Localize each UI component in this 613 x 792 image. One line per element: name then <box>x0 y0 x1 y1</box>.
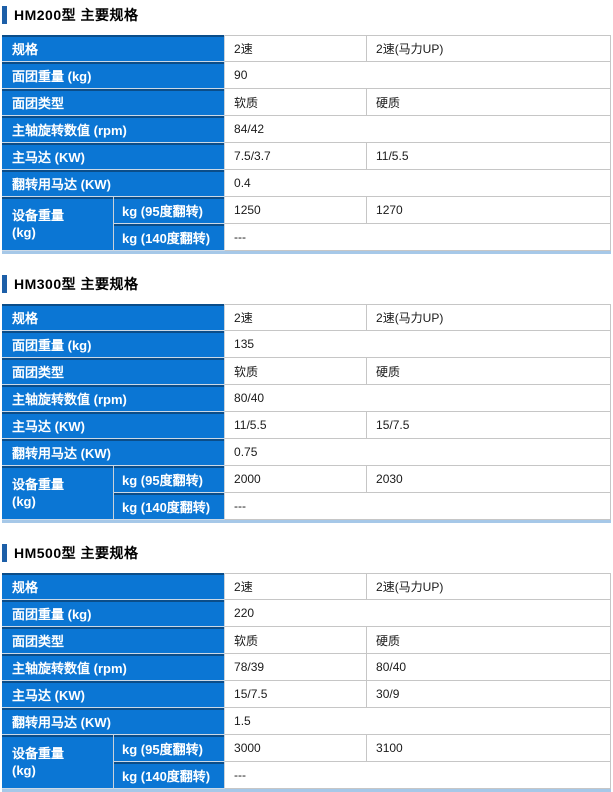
cell-dough-type-soft: 软质 <box>225 89 368 116</box>
section-title: HM200型 主要规格 <box>2 6 611 24</box>
row-label-equipment-weight: 设备重量 (kg) <box>2 466 114 520</box>
cell-spec-2speed: 2速 <box>225 304 368 331</box>
cell-dough-type-hard: 硬质 <box>367 627 612 654</box>
title-accent-bar <box>2 275 7 293</box>
equipment-weight-line1: 设备重量 <box>12 476 65 492</box>
hm300-spec-table: 规格 2速 2速(马力UP) 面团重量 (kg) 135 面团类型 软质 硬质 … <box>2 304 612 523</box>
cell-spindle-rpm-up: 80/40 <box>367 654 612 681</box>
title-accent-bar <box>2 6 7 24</box>
cell-weight-140: --- <box>225 762 612 789</box>
section-title: HM300型 主要规格 <box>2 275 611 293</box>
cell-dough-type-soft: 软质 <box>225 358 368 385</box>
cell-main-motor-std: 11/5.5 <box>225 412 368 439</box>
cell-spindle-rpm: 80/40 <box>225 385 612 412</box>
hm500-spec-table: 规格 2速 2速(马力UP) 面团重量 (kg) 220 面团类型 软质 硬质 … <box>2 573 612 792</box>
cell-weight-95-std: 3000 <box>225 735 368 762</box>
cell-main-motor-up: 11/5.5 <box>367 143 612 170</box>
cell-main-motor-std: 7.5/3.7 <box>225 143 368 170</box>
row-label-weight-140: kg (140度翻转) <box>114 224 226 251</box>
row-label-weight-140: kg (140度翻转) <box>114 762 226 789</box>
row-label-dough-type: 面团类型 <box>2 358 226 385</box>
cell-weight-95-up: 2030 <box>367 466 612 493</box>
row-label-spec: 规格 <box>2 35 226 62</box>
cell-weight-95-std: 1250 <box>225 197 368 224</box>
row-label-equipment-weight: 设备重量 (kg) <box>2 197 114 251</box>
hm200-spec-table: 规格 2速 2速(马力UP) 面团重量 (kg) 90 面团类型 软质 硬质 主… <box>2 35 612 254</box>
cell-dough-type-hard: 硬质 <box>367 358 612 385</box>
row-label-dough-type: 面团类型 <box>2 89 226 116</box>
row-label-tilt-motor: 翻转用马达 (KW) <box>2 439 226 466</box>
equipment-weight-line2: (kg) <box>12 493 36 509</box>
section-hm500: HM500型 主要规格 规格 2速 2速(马力UP) 面团重量 (kg) 220… <box>0 544 613 792</box>
row-label-spindle-rpm: 主轴旋转数值 (rpm) <box>2 385 226 412</box>
cell-spec-2speed: 2速 <box>225 35 368 62</box>
row-label-weight-140: kg (140度翻转) <box>114 493 226 520</box>
equipment-weight-line1: 设备重量 <box>12 207 65 223</box>
cell-spec-2speed: 2速 <box>225 573 368 600</box>
row-label-dough-weight: 面团重量 (kg) <box>2 62 226 89</box>
equipment-weight-line2: (kg) <box>12 762 36 778</box>
cell-dough-weight: 135 <box>225 331 612 358</box>
row-label-weight-95: kg (95度翻转) <box>114 197 226 224</box>
row-label-spec: 规格 <box>2 304 226 331</box>
cell-weight-95-std: 2000 <box>225 466 368 493</box>
cell-weight-140: --- <box>225 224 612 251</box>
section-title: HM500型 主要规格 <box>2 544 611 562</box>
row-label-main-motor: 主马达 (KW) <box>2 412 226 439</box>
row-label-main-motor: 主马达 (KW) <box>2 681 226 708</box>
row-label-tilt-motor: 翻转用马达 (KW) <box>2 708 226 735</box>
row-label-equipment-weight: 设备重量 (kg) <box>2 735 114 789</box>
cell-tilt-motor: 1.5 <box>225 708 612 735</box>
row-label-spindle-rpm: 主轴旋转数值 (rpm) <box>2 116 226 143</box>
cell-tilt-motor: 0.4 <box>225 170 612 197</box>
row-label-dough-type: 面团类型 <box>2 627 226 654</box>
row-label-weight-95: kg (95度翻转) <box>114 735 226 762</box>
cell-dough-type-hard: 硬质 <box>367 89 612 116</box>
cell-dough-weight: 220 <box>225 600 612 627</box>
section-heading: HM300型 主要规格 <box>14 276 139 292</box>
section-hm300: HM300型 主要规格 规格 2速 2速(马力UP) 面团重量 (kg) 135… <box>0 275 613 523</box>
cell-spec-2speed-up: 2速(马力UP) <box>367 304 612 331</box>
cell-spec-2speed-up: 2速(马力UP) <box>367 573 612 600</box>
cell-main-motor-up: 15/7.5 <box>367 412 612 439</box>
row-label-tilt-motor: 翻转用马达 (KW) <box>2 170 226 197</box>
row-label-dough-weight: 面团重量 (kg) <box>2 600 226 627</box>
cell-spindle-rpm: 84/42 <box>225 116 612 143</box>
cell-weight-95-up: 3100 <box>367 735 612 762</box>
cell-spec-2speed-up: 2速(马力UP) <box>367 35 612 62</box>
equipment-weight-line2: (kg) <box>12 224 36 240</box>
row-label-dough-weight: 面团重量 (kg) <box>2 331 226 358</box>
cell-spindle-rpm-std: 78/39 <box>225 654 368 681</box>
section-hm200: HM200型 主要规格 规格 2速 2速(马力UP) 面团重量 (kg) 90 … <box>0 6 613 254</box>
row-label-main-motor: 主马达 (KW) <box>2 143 226 170</box>
cell-main-motor-up: 30/9 <box>367 681 612 708</box>
row-label-spindle-rpm: 主轴旋转数值 (rpm) <box>2 654 226 681</box>
cell-tilt-motor: 0.75 <box>225 439 612 466</box>
cell-main-motor-std: 15/7.5 <box>225 681 368 708</box>
section-heading: HM200型 主要规格 <box>14 7 139 23</box>
cell-dough-type-soft: 软质 <box>225 627 368 654</box>
cell-weight-95-up: 1270 <box>367 197 612 224</box>
section-heading: HM500型 主要规格 <box>14 545 139 561</box>
equipment-weight-line1: 设备重量 <box>12 745 65 761</box>
cell-weight-140: --- <box>225 493 612 520</box>
row-label-spec: 规格 <box>2 573 226 600</box>
cell-dough-weight: 90 <box>225 62 612 89</box>
row-label-weight-95: kg (95度翻转) <box>114 466 226 493</box>
title-accent-bar <box>2 544 7 562</box>
